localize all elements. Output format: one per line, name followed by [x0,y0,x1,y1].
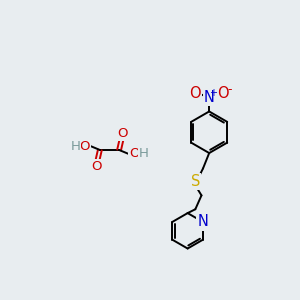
Text: H: H [139,147,149,160]
Text: O: O [79,140,90,153]
Text: O: O [118,127,128,140]
Text: O: O [217,86,229,101]
Text: O: O [91,160,101,173]
Text: S: S [190,174,200,189]
Text: N: N [197,214,208,230]
Text: -: - [227,83,232,96]
Text: N: N [204,90,214,105]
Text: O: O [190,86,201,101]
Text: +: + [209,88,217,98]
Text: O: O [129,147,140,160]
Text: H: H [70,140,80,153]
